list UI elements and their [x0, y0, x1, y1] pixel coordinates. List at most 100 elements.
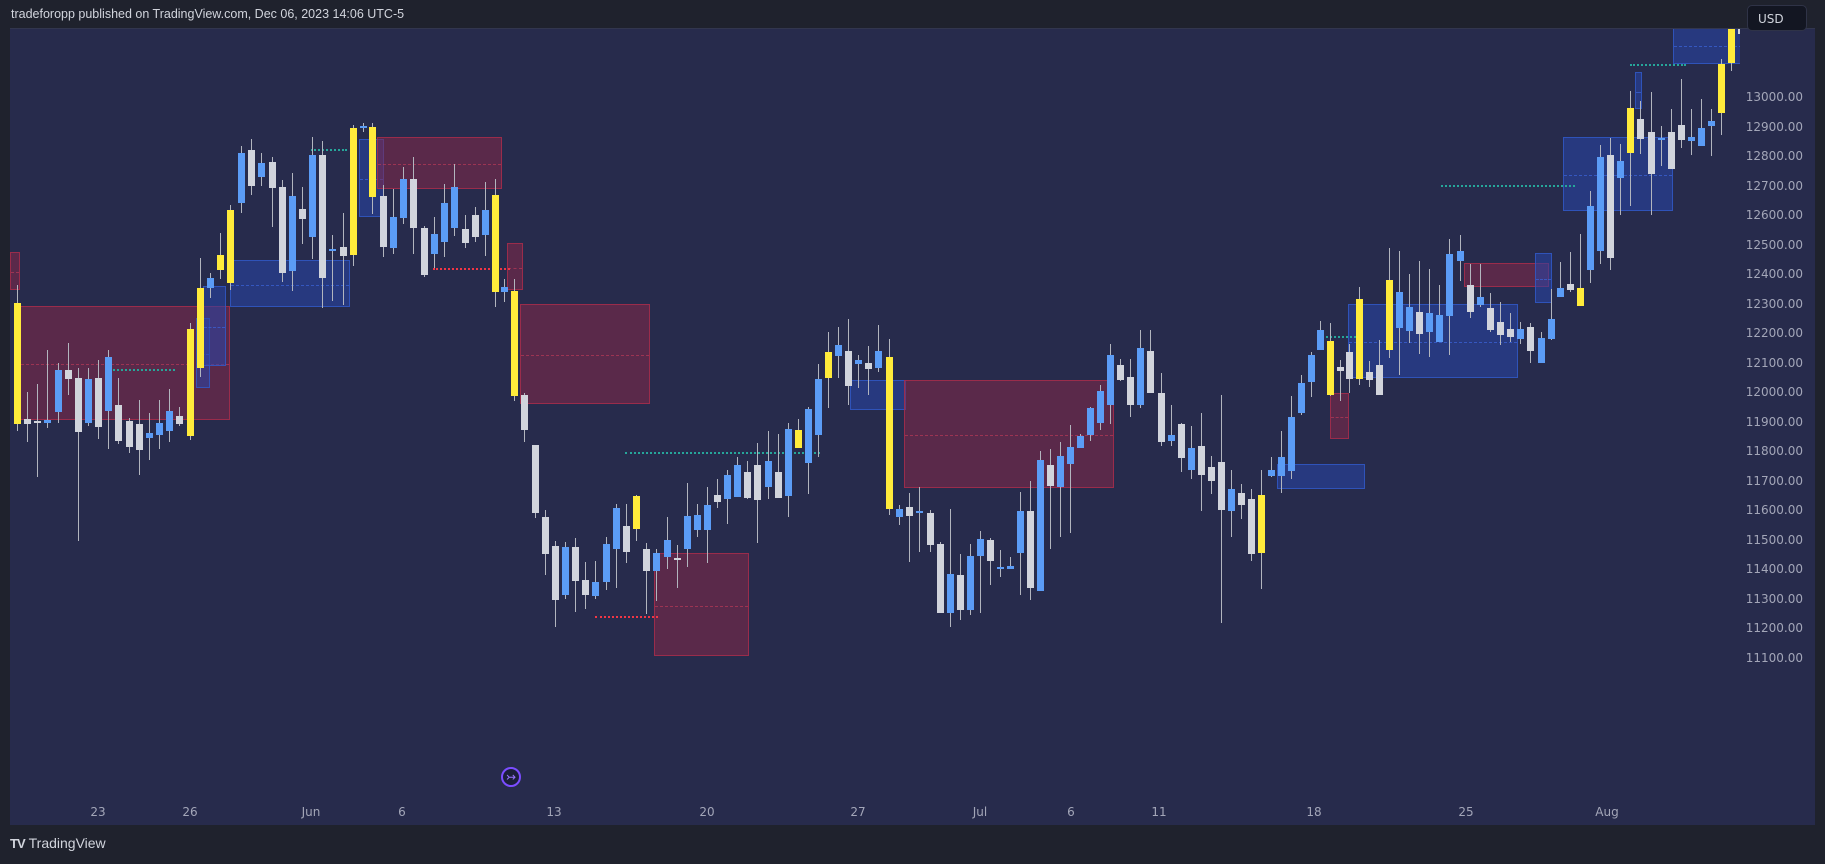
candle-body: [309, 155, 316, 237]
candle-body: [1507, 329, 1514, 337]
candle-body: [238, 153, 245, 203]
candle-body: [775, 472, 782, 498]
candle-body: [613, 508, 620, 549]
candle-body: [664, 540, 671, 557]
candle-wick: [878, 325, 879, 372]
candle-body: [1577, 288, 1584, 306]
candle-body: [532, 445, 539, 513]
price-tick-label: 11700.00: [1745, 474, 1803, 488]
candle-body: [14, 303, 21, 424]
candle-body: [1158, 393, 1165, 442]
candle-body: [176, 416, 183, 424]
candle-body: [1278, 457, 1285, 476]
candle-body: [987, 540, 994, 561]
time-axis[interactable]: 23 26 Jun 6 13 20 27 Jul 6 11 18 25 Aug: [10, 799, 1815, 825]
candle-body: [410, 179, 417, 228]
candle-wick: [1171, 405, 1172, 446]
price-tick-label: 11600.00: [1745, 503, 1803, 517]
candle-wick: [990, 538, 991, 585]
currency-badge[interactable]: USD: [1747, 5, 1807, 31]
price-plot[interactable]: [10, 29, 1740, 799]
candle-body: [472, 215, 479, 237]
candle-body: [896, 509, 903, 517]
candle-body: [1658, 138, 1665, 140]
candle-wick: [858, 355, 859, 388]
zone-midline: [521, 355, 649, 356]
merge-event-icon[interactable]: ↣: [501, 767, 521, 787]
candle-body: [1248, 499, 1255, 554]
candle-body: [937, 544, 944, 613]
bearish-fvg-zone: [1330, 393, 1349, 439]
price-tick-label: 12200.00: [1745, 326, 1803, 340]
candle-body: [340, 247, 347, 256]
candle-body: [1346, 352, 1353, 379]
zone-midline: [1636, 91, 1641, 93]
chart-frame[interactable]: 13000.00 12900.00 12800.00 12700.00 12600.00…: [10, 28, 1815, 825]
bearish-fvg-zone: [654, 553, 749, 656]
candle-body: [1308, 355, 1315, 382]
candle-body: [1037, 460, 1044, 591]
candle-body: [1288, 417, 1295, 471]
candle-wick: [919, 487, 920, 552]
candle-body: [1127, 377, 1134, 405]
candle-wick: [1671, 109, 1672, 154]
candle-wick: [332, 235, 333, 301]
candle-body: [146, 433, 153, 438]
candle-body: [603, 544, 610, 582]
price-axis[interactable]: 13000.00 12900.00 12800.00 12700.00 12600.00…: [1740, 29, 1815, 799]
candle-body: [1416, 312, 1423, 334]
candle-body: [1317, 330, 1324, 350]
bearish-fvg-zone: [904, 380, 1114, 488]
candle-body: [431, 234, 438, 254]
candle-body: [289, 196, 296, 271]
candle-body: [44, 420, 51, 423]
candle-body: [75, 378, 82, 432]
tradingview-footer[interactable]: TV TradingView: [10, 835, 106, 851]
candle-body: [674, 558, 681, 560]
candle-body: [1557, 288, 1564, 297]
candle-body: [653, 553, 660, 571]
candle-wick: [656, 549, 657, 601]
zone-midline: [204, 327, 225, 328]
candle-wick: [1419, 261, 1420, 354]
candle-body: [1406, 307, 1413, 331]
candle-body: [400, 179, 407, 218]
price-tick-label: 11200.00: [1745, 621, 1803, 635]
candle-body: [815, 379, 822, 435]
candle-wick: [646, 543, 647, 614]
candle-wick: [47, 350, 48, 428]
time-tick-label: 20: [699, 805, 715, 819]
candle-body: [1067, 447, 1074, 464]
zone-midline: [378, 164, 501, 165]
candle-body: [1538, 338, 1545, 363]
bearish-fvg-zone: [520, 304, 650, 404]
candle-wick: [1340, 360, 1341, 401]
candle-body: [572, 547, 579, 581]
candle-body: [542, 517, 549, 554]
candle-body: [248, 150, 255, 186]
candle-wick: [1661, 126, 1662, 166]
candle-body: [1436, 315, 1443, 342]
candle-body: [85, 379, 92, 423]
candle-wick: [1701, 99, 1702, 145]
candle-body: [1607, 155, 1614, 258]
time-tick-label: 27: [850, 805, 866, 819]
candle-wick: [1070, 425, 1071, 533]
candle-body: [704, 505, 711, 530]
candle-wick: [1000, 550, 1001, 577]
candle-body: [115, 405, 122, 441]
candle-body: [562, 547, 569, 595]
time-tick-label: 6: [1067, 805, 1075, 819]
candle-body: [916, 511, 923, 513]
candle-body: [1487, 308, 1494, 330]
candle-wick: [778, 434, 779, 493]
time-tick-label: 26: [182, 805, 198, 819]
bullish-fvg-zone: [203, 286, 226, 366]
candle-body: [1168, 435, 1175, 441]
candle-body: [521, 395, 528, 430]
zone-midline: [1349, 342, 1517, 343]
candle-body: [845, 351, 852, 386]
candle-body: [805, 409, 812, 463]
time-tick-label: Jun: [301, 805, 321, 819]
candle-body: [299, 209, 306, 219]
